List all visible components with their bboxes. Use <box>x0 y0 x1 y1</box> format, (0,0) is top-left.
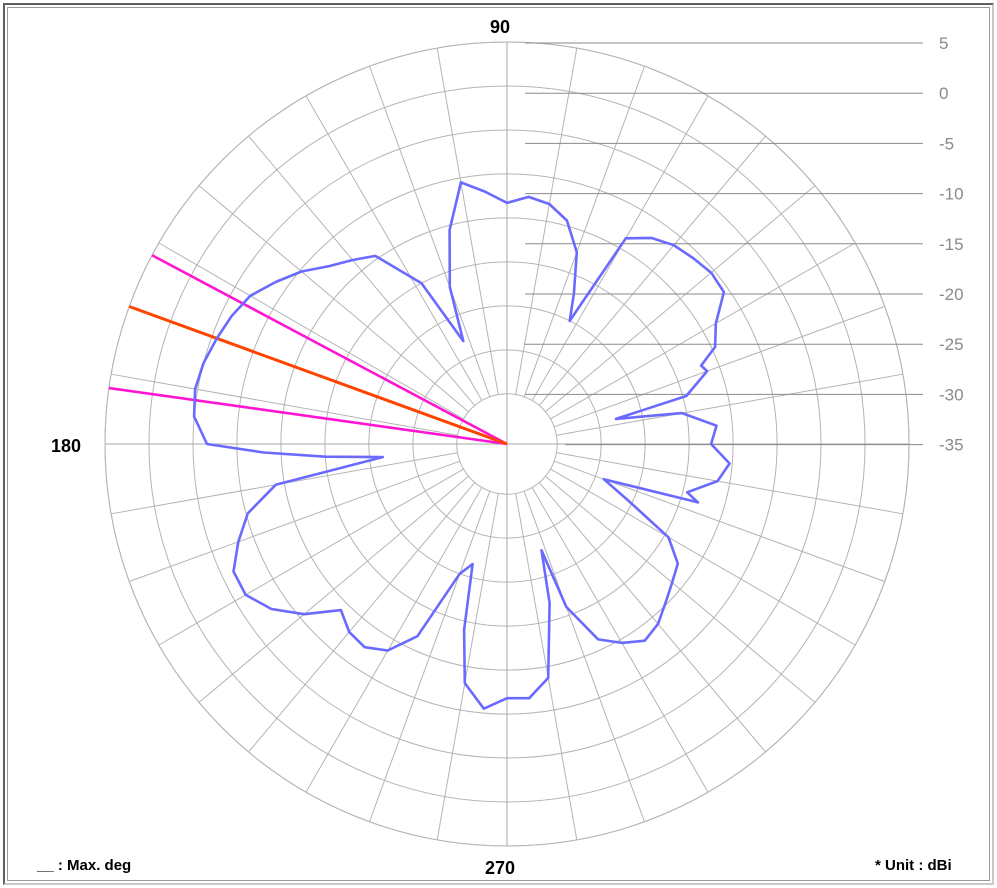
grid-spoke <box>523 491 645 822</box>
grid-spoke <box>158 242 464 420</box>
chart-frame: 5 0 -5 -10 -15 -20 -25 -30 -35 90 180 270 __ : M… <box>3 3 994 885</box>
grid-spoke <box>545 185 816 413</box>
angle-label-180: 180 <box>51 436 82 456</box>
grid-spoke <box>538 482 766 753</box>
grid-spoke <box>436 48 499 395</box>
bound-line <box>108 386 508 446</box>
grid-spoke <box>531 487 709 793</box>
polar-plot: 5 0 -5 -10 -15 -20 -25 -30 -35 <box>104 34 964 847</box>
radial-tick-label: -20 <box>939 285 964 304</box>
grid-spoke <box>523 66 645 397</box>
grid-spoke <box>248 135 476 406</box>
radial-tick-label: -10 <box>939 185 964 204</box>
grid-spoke <box>111 373 458 436</box>
grid-spoke <box>515 48 578 395</box>
radial-tick-lines: 5 0 -5 -10 -15 -20 -25 -30 -35 <box>525 34 964 455</box>
grid-spoke <box>369 491 491 822</box>
angular-grid-spokes <box>105 42 909 846</box>
radial-tick-label: 0 <box>939 84 948 103</box>
max-line <box>128 305 508 446</box>
legend-max-deg: __ : Max. deg <box>37 857 132 874</box>
grid-spoke <box>545 475 816 703</box>
radial-tick-label: -15 <box>939 235 964 254</box>
grid-spoke <box>369 66 491 397</box>
angle-label-90: 90 <box>490 17 511 37</box>
bound-line <box>151 254 508 446</box>
grid-spoke <box>515 493 578 840</box>
max-direction-lines <box>108 254 508 446</box>
grid-spoke <box>129 460 460 582</box>
grid-spoke <box>436 493 499 840</box>
grid-spoke <box>550 242 856 420</box>
grid-spoke <box>305 95 483 401</box>
chart-inner-border <box>7 7 990 881</box>
pattern-series-line <box>192 181 731 710</box>
radial-tick-label: -5 <box>939 134 954 153</box>
grid-spoke <box>158 468 464 646</box>
grid-spoke <box>556 452 903 515</box>
radial-tick-label: 5 <box>939 34 948 53</box>
grid-spoke <box>556 373 903 436</box>
grid-spoke <box>198 475 469 703</box>
radial-tick-label: -35 <box>939 436 964 455</box>
radial-tick-label: -25 <box>939 335 964 354</box>
grid-spoke <box>550 468 856 646</box>
unit-label: * Unit : dBi <box>875 857 952 874</box>
angle-label-270: 270 <box>485 858 516 878</box>
grid-spoke <box>198 185 469 413</box>
grid-spoke <box>538 135 766 406</box>
radiation-pattern <box>192 181 731 710</box>
radial-tick-label: -30 <box>939 385 964 404</box>
grid-spoke <box>554 306 885 428</box>
grid-spoke <box>248 482 476 753</box>
grid-spoke <box>305 487 483 793</box>
